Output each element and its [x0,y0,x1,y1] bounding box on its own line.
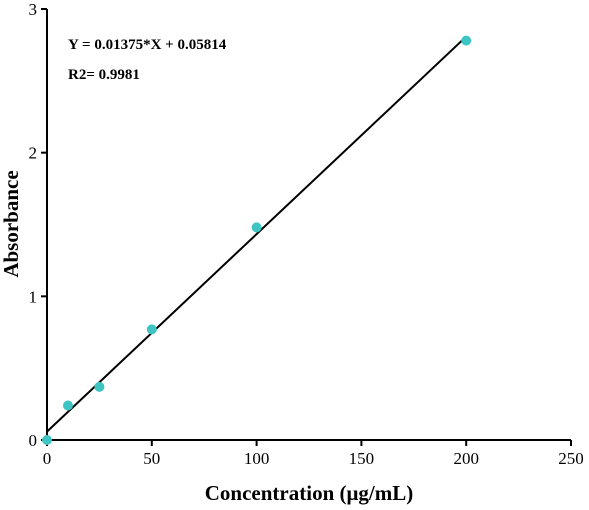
y-tick-label: 3 [29,0,38,19]
equation-annotation: Y = 0.01375*X + 0.05814 [68,37,227,53]
y-tick-label: 0 [29,431,38,450]
y-tick-label: 1 [29,287,38,306]
x-tick-label: 200 [453,449,479,468]
data-point [251,222,262,233]
x-tick-label: 250 [558,449,584,468]
y-ticks: 0 1 2 3 [29,0,47,450]
axes [46,9,571,441]
x-tick-label: 0 [43,449,52,468]
y-tick-label: 2 [29,144,38,163]
regression-line [46,35,467,433]
x-tick-label: 150 [349,449,375,468]
x-tick-label: 50 [143,449,160,468]
data-point [461,35,472,46]
data-point [146,324,157,335]
y-axis-title: Absorbance [0,170,23,277]
x-axis-title: Concentration (μg/mL) [205,481,413,505]
x-tick-label: 100 [244,449,270,468]
x-ticks: 0 50 100 150 200 250 [43,440,584,468]
data-points [42,35,472,445]
data-point [42,435,52,445]
data-point [94,381,105,392]
data-point [62,400,73,411]
r-squared-annotation: R2= 0.9981 [68,67,140,83]
